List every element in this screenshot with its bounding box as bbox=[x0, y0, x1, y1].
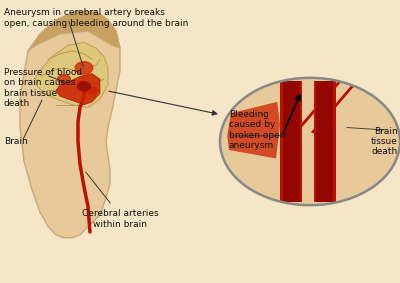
Polygon shape bbox=[311, 81, 358, 133]
Text: Cerebral arteries
within brain: Cerebral arteries within brain bbox=[82, 209, 158, 229]
Polygon shape bbox=[283, 81, 300, 202]
Polygon shape bbox=[316, 81, 333, 202]
Text: Brain
tissue
death: Brain tissue death bbox=[371, 127, 398, 156]
Polygon shape bbox=[227, 102, 280, 158]
Circle shape bbox=[220, 78, 400, 205]
Polygon shape bbox=[56, 74, 100, 105]
Text: Aneurysm in cerebral artery breaks
open, causing bleeding around the brain: Aneurysm in cerebral artery breaks open,… bbox=[4, 8, 188, 28]
Circle shape bbox=[75, 62, 93, 74]
Circle shape bbox=[58, 75, 70, 84]
Polygon shape bbox=[36, 42, 108, 108]
Text: Brain: Brain bbox=[4, 137, 28, 146]
Text: Bleeding
caused by
broken open
aneurysm: Bleeding caused by broken open aneurysm bbox=[229, 110, 285, 150]
Polygon shape bbox=[20, 11, 120, 238]
Polygon shape bbox=[298, 76, 345, 128]
Circle shape bbox=[87, 87, 97, 94]
Circle shape bbox=[78, 82, 90, 91]
Text: Pressure of blood
on brain causes
brain tissue
death: Pressure of blood on brain causes brain … bbox=[4, 68, 82, 108]
Polygon shape bbox=[28, 11, 120, 51]
Polygon shape bbox=[280, 81, 302, 202]
Polygon shape bbox=[314, 81, 336, 202]
